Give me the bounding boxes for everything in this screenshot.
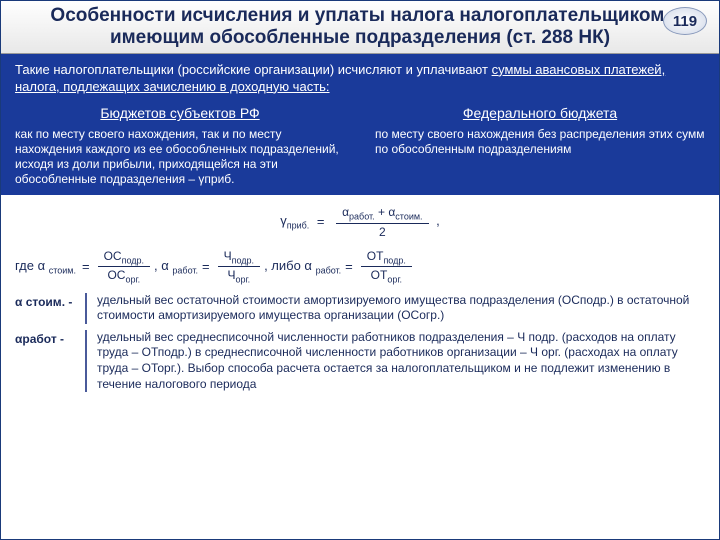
- frac-os: ОСподр. ОСорг.: [98, 249, 150, 285]
- column-right: Федерального бюджета по месту своего нах…: [375, 105, 705, 187]
- a1: α: [342, 205, 349, 219]
- chp1: подр.: [232, 255, 254, 265]
- ot-d: ОТорг.: [361, 267, 412, 284]
- def2-label: αработ -: [15, 330, 85, 392]
- def2-text: удельный вес среднесписочной численности…: [85, 330, 705, 392]
- frac-ch: Чподр. Чорг.: [218, 249, 260, 285]
- os-n: ОСподр.: [98, 249, 150, 267]
- oto1: орг.: [387, 275, 402, 285]
- os-d: ОСорг.: [98, 267, 150, 284]
- comma1: ,: [436, 214, 440, 229]
- cho1: орг.: [235, 275, 250, 285]
- gde: где α: [15, 258, 45, 273]
- page-title: Особенности исчисления и уплаты налога н…: [9, 5, 711, 49]
- ot1: ОТ: [367, 249, 384, 263]
- frac-main: αработ. + αстоим. 2: [336, 205, 428, 238]
- col2-text: по месту своего нахождения без распредел…: [375, 127, 705, 157]
- formula-gamma: γприб. = αработ. + αстоим. 2 ,: [15, 205, 705, 238]
- intro-plain: Такие налогоплательщики (российские орга…: [15, 62, 492, 77]
- frac-den: 2: [336, 224, 428, 239]
- def1-text: удельный вес остаточной стоимости аморти…: [85, 293, 705, 324]
- sub-prib: приб.: [287, 221, 310, 231]
- header: Особенности исчисления и уплаты налога н…: [1, 1, 719, 54]
- eq4: =: [345, 259, 353, 274]
- col1-heading: Бюджетов субъектов РФ: [15, 105, 345, 121]
- def1-label: α стоим. -: [15, 293, 85, 324]
- def-row-2: αработ - удельный вес среднесписочной чи…: [15, 330, 705, 392]
- sep2: , либо α работ.: [264, 258, 341, 276]
- col1-text: как по месту своего нахождения, так и по…: [15, 127, 345, 187]
- otp1: подр.: [383, 255, 405, 265]
- formula-section: γприб. = αработ. + αстоим. 2 , где α сто…: [1, 195, 719, 408]
- ch1: Ч: [224, 249, 232, 263]
- col2-heading: Федерального бюджета: [375, 105, 705, 121]
- frac-num: αработ. + αстоим.: [336, 205, 428, 223]
- where-label: где α стоим.: [15, 258, 76, 276]
- os2: ОС: [107, 268, 125, 282]
- blue-section: Такие налогоплательщики (российские орга…: [1, 54, 719, 196]
- ra2: работ.: [316, 266, 342, 276]
- eq3: =: [202, 259, 210, 274]
- ot2: ОТ: [371, 268, 388, 282]
- def-row-1: α стоим. - удельный вес остаточной стоим…: [15, 293, 705, 324]
- libo: , либо α: [264, 258, 312, 273]
- os1: ОС: [104, 249, 122, 263]
- sym-eq: =: [317, 214, 325, 229]
- column-left: Бюджетов субъектов РФ как по месту своег…: [15, 105, 345, 187]
- oso1: орг.: [125, 275, 140, 285]
- formula-where: где α стоим. = ОСподр. ОСорг. , α работ.…: [15, 249, 705, 285]
- ra1: работ.: [172, 266, 198, 276]
- sep1: , α работ.: [154, 258, 198, 276]
- s2: стоим.: [395, 212, 422, 222]
- ws1: стоим.: [49, 266, 76, 276]
- a3: α: [161, 258, 169, 273]
- osp1: подр.: [122, 255, 144, 265]
- s1: работ.: [349, 212, 375, 222]
- ch-d: Чорг.: [218, 267, 260, 284]
- intro-text: Такие налогоплательщики (российские орга…: [15, 62, 705, 96]
- frac-ot: ОТподр. ОТорг.: [361, 249, 412, 285]
- ot-n: ОТподр.: [361, 249, 412, 267]
- eq2: =: [82, 259, 90, 274]
- plus: +: [378, 205, 385, 219]
- ch-n: Чподр.: [218, 249, 260, 267]
- slide-number-badge: 119: [663, 7, 707, 35]
- columns: Бюджетов субъектов РФ как по месту своег…: [15, 105, 705, 187]
